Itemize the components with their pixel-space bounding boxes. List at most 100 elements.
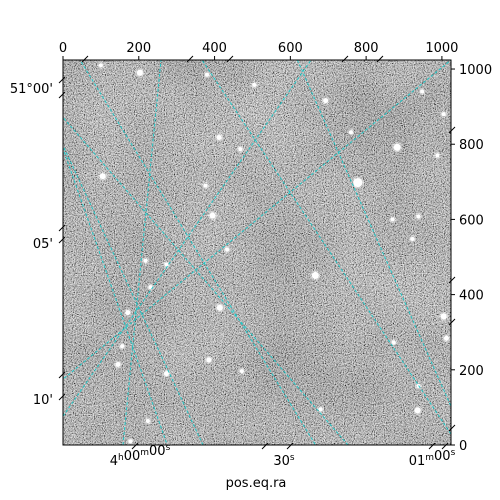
top-tick-label: 800 — [354, 41, 379, 56]
ra-tick-value: 00 — [434, 449, 451, 464]
right-tick-label: 1000 — [459, 63, 492, 78]
right-tick-label: 0 — [459, 439, 467, 454]
ra-grid-line — [63, 144, 204, 445]
sky-image — [0, 0, 451, 490]
star — [416, 214, 421, 219]
ra-grid-line — [122, 60, 162, 445]
ra-tick — [261, 442, 269, 450]
dec-tick — [58, 224, 66, 232]
ra-tick-label: 01m00s — [409, 448, 456, 469]
star — [128, 439, 133, 444]
ra-grid-line — [63, 60, 312, 418]
dec-grid-line — [201, 60, 451, 436]
ra-tick-unit: m — [425, 453, 434, 463]
right-tick-label: 400 — [459, 289, 484, 304]
star — [148, 285, 153, 290]
dec-tick — [58, 236, 66, 244]
star — [120, 344, 125, 349]
star — [164, 262, 169, 267]
star — [443, 335, 449, 341]
ra-tick — [131, 442, 139, 450]
ra-tick-unit: h — [118, 453, 124, 463]
star — [206, 357, 212, 363]
star — [410, 236, 415, 241]
star — [225, 247, 230, 252]
star — [391, 340, 396, 345]
coordinate-grid — [0, 0, 451, 490]
top-tick-label: 600 — [278, 41, 303, 56]
star — [353, 178, 363, 188]
top-tick-label: 0 — [59, 41, 67, 56]
right-world-tick — [448, 424, 456, 432]
ra-tick-value: 4 — [110, 454, 118, 469]
dec-tick-label: 51°00' — [10, 82, 53, 97]
ra-tick-value: 01 — [409, 454, 426, 469]
star — [203, 183, 208, 188]
star — [390, 217, 395, 222]
ra-tick — [441, 442, 449, 450]
ra-tick — [286, 442, 294, 450]
dec-tick — [58, 371, 66, 379]
right-tick-label: 600 — [459, 213, 484, 228]
top-world-tick — [341, 55, 349, 63]
ra-grid-line — [63, 116, 349, 445]
dec-grid-line — [0, 0, 23, 490]
right-world-tick — [448, 318, 456, 326]
star — [143, 258, 148, 263]
ra-tick-unit: s — [166, 443, 171, 453]
star — [136, 69, 143, 76]
dec-axis: 51°00' 05' 10' — [10, 76, 66, 408]
star — [145, 418, 150, 423]
star — [435, 153, 440, 158]
right-pixel-axis: 0 200 400 600 800 1000 — [448, 63, 492, 454]
x-axis-title: pos.eq.ra — [226, 476, 287, 491]
ra-tick-value: 00 — [124, 449, 141, 464]
dec-tick-label: 05' — [33, 237, 53, 252]
star — [420, 89, 425, 94]
right-tick-label: 200 — [459, 364, 484, 379]
ra-tick-unit: m — [140, 448, 149, 458]
top-tick-label: 1000 — [425, 41, 458, 56]
ra-grid-line — [63, 60, 451, 380]
ra-tick-unit: s — [290, 453, 295, 463]
top-world-tick — [81, 55, 89, 63]
ra-tick-unit: s — [451, 448, 456, 458]
image-haze — [63, 60, 451, 445]
right-world-tick — [448, 276, 456, 284]
star — [348, 130, 353, 135]
top-pixel-axis: 0 200 400 600 800 1000 — [59, 41, 458, 63]
star — [204, 72, 209, 77]
star — [441, 112, 446, 117]
right-tick-label: 800 — [459, 138, 484, 153]
right-world-tick — [448, 126, 456, 134]
top-world-tick — [186, 55, 194, 63]
star — [311, 271, 319, 279]
dec-grid-line — [296, 60, 451, 408]
star — [238, 147, 243, 152]
star — [209, 212, 216, 219]
star — [440, 313, 447, 320]
star — [239, 369, 244, 374]
dec-grid-line — [63, 147, 168, 445]
dec-tick — [58, 393, 66, 401]
top-tick-label: 400 — [202, 41, 227, 56]
star — [163, 371, 169, 377]
ra-tick-value: 00 — [149, 444, 166, 459]
ra-tick-label: 30s — [273, 453, 295, 469]
star — [98, 63, 103, 68]
ra-tick-label: 4h00m00s — [110, 443, 171, 469]
top-tick-label: 200 — [126, 41, 151, 56]
dec-tick — [58, 91, 66, 99]
star — [99, 173, 106, 180]
plot-frame — [62, 59, 452, 446]
dec-tick — [58, 76, 66, 84]
star — [414, 407, 421, 414]
star — [115, 362, 121, 368]
star — [216, 134, 222, 140]
ra-tick-value: 30 — [273, 454, 290, 469]
star — [393, 143, 401, 151]
star — [125, 310, 131, 316]
ra-tick — [428, 442, 436, 450]
